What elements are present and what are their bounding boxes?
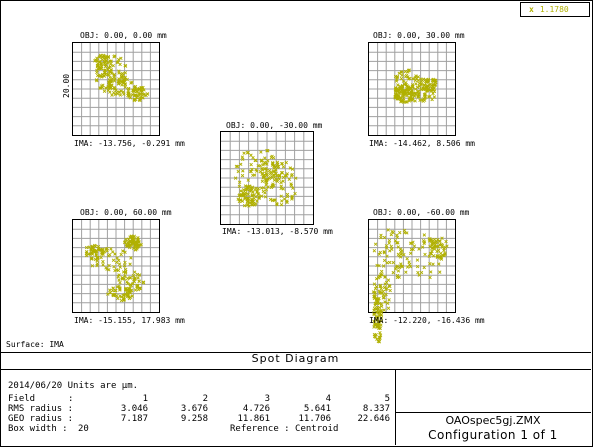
spot-3-svg [221, 132, 313, 224]
date-units-line: 2014/06/20 Units are µm. [8, 381, 139, 391]
reference-label: Reference : Centroid [230, 424, 339, 434]
spot-2-svg [369, 43, 455, 135]
spot-plot-3 [220, 131, 314, 225]
file-box-divider [395, 412, 591, 413]
box-row: Box width : 20 Reference : Centroid [8, 424, 388, 434]
field-3: 3 [264, 394, 270, 404]
spot-plot-1 [72, 42, 160, 136]
box-label: Box width : [8, 424, 68, 434]
spot-1-obj-label: OBJ: 0.00, 0.00 mm [80, 31, 167, 40]
box-width-label: 20.00 [62, 73, 71, 98]
spot-5-svg [369, 220, 455, 344]
diagram-title: Spot Diagram [251, 352, 340, 365]
spot-2-ima-label: IMA: -14.462, 8.506 mm [369, 139, 475, 148]
spot-5-rays [371, 228, 449, 344]
rms-5: 8.337 [362, 404, 390, 414]
geo-2: 9.258 [180, 414, 208, 424]
rms-label: RMS radius : [8, 404, 74, 414]
configuration-label: Configuration 1 of 1 [428, 428, 558, 442]
rms-4: 5.641 [303, 404, 331, 414]
rms-1: 3.046 [120, 404, 148, 414]
legend-label: 1.1780 [539, 5, 569, 14]
geo-5: 22.646 [357, 414, 390, 424]
surface-label: Surface: IMA [6, 340, 64, 349]
spot-5-ima-label: IMA: -12.220, -16.436 mm [369, 316, 485, 325]
spot-2-obj-label: OBJ: 0.00, 30.00 mm [373, 31, 465, 40]
geo-row: GEO radius : 7.187 9.258 11.861 11.706 2… [8, 414, 390, 424]
field-1: 1 [142, 394, 148, 404]
spot-1-rays [93, 53, 150, 103]
geo-4: 11.706 [298, 414, 331, 424]
spot-4-obj-label: OBJ: 0.00, 60.00 mm [80, 208, 172, 217]
rms-3: 4.726 [242, 404, 270, 414]
spot-4-svg [73, 220, 159, 312]
geo-1: 7.187 [120, 414, 148, 424]
field-label: Field [8, 394, 36, 404]
legend-marker: x [529, 5, 534, 14]
legend: x 1.1780 [520, 2, 590, 17]
spot-3-rays [233, 148, 298, 208]
geo-3: 11.861 [237, 414, 270, 424]
spot-1-ima-label: IMA: -13.756, -0.291 mm [74, 139, 185, 148]
spot-plot-2 [368, 42, 456, 136]
spot-plot-5 [368, 219, 456, 344]
spot-3-obj-label: OBJ: 0.00, -30.00 mm [226, 121, 323, 130]
spot-plot-4 [72, 219, 160, 313]
spot-1-svg [73, 43, 159, 135]
file-name: OAOspec5gj.ZMX [445, 414, 541, 427]
spot-2-rays [393, 68, 438, 104]
spot-5-obj-label: OBJ: 0.00, -60.00 mm [373, 208, 470, 217]
separator-title [0, 369, 591, 370]
rms-2: 3.676 [180, 404, 208, 414]
field-2: 2 [202, 394, 208, 404]
field-row: Field : 1 2 3 4 5 [8, 394, 390, 404]
spot-4-rays [84, 234, 146, 303]
rms-row: RMS radius : 3.046 3.676 4.726 5.641 8.3… [8, 404, 390, 414]
box-value: 20 [78, 424, 89, 434]
file-info-box [395, 370, 592, 445]
spot-4-ima-label: IMA: -15.155, 17.983 mm [74, 316, 185, 325]
field-4: 4 [325, 394, 331, 404]
spot-3-ima-label: IMA: -13.013, -8.570 mm [222, 227, 333, 236]
field-5: 5 [384, 394, 390, 404]
separator-top [0, 352, 591, 353]
geo-label: GEO radius : [8, 414, 74, 424]
